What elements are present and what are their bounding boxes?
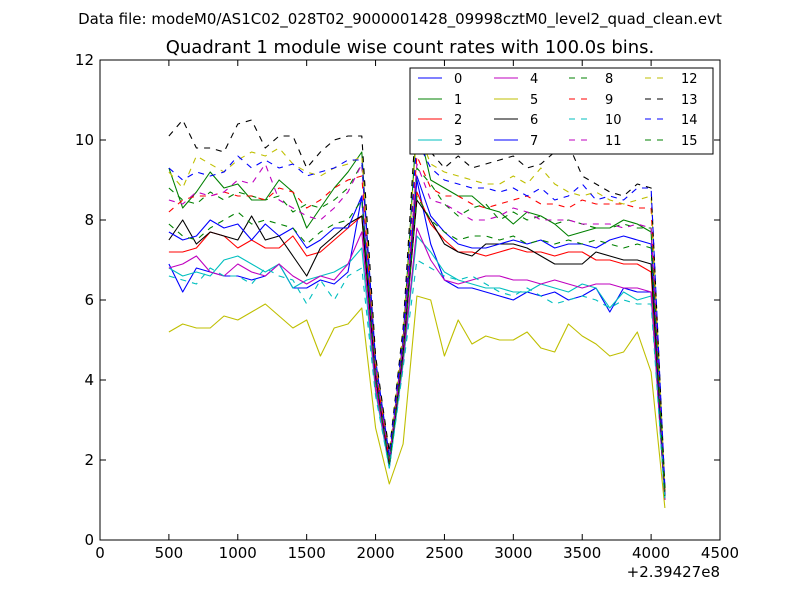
- x-offset-label: +2.39427e8: [627, 563, 720, 581]
- series-line-9: [168, 155, 666, 493]
- legend-label-2: 2: [454, 113, 462, 128]
- x-tick-label: 0: [95, 544, 105, 562]
- x-tick-label: 2500: [425, 544, 463, 562]
- y-tick-label: 2: [84, 451, 94, 469]
- x-tick-label: 4000: [632, 544, 670, 562]
- legend-label-6: 6: [530, 113, 538, 128]
- x-tick-label: 3500: [563, 544, 601, 562]
- series-line-3: [168, 235, 666, 501]
- y-tick-label: 4: [84, 371, 94, 389]
- legend-label-9: 9: [605, 93, 613, 108]
- legend-label-13: 13: [681, 93, 698, 108]
- x-tick-label: 2000: [356, 544, 394, 562]
- legend-label-4: 4: [530, 72, 538, 87]
- x-tick-label: 3000: [494, 544, 532, 562]
- x-tick-label: 1000: [219, 544, 257, 562]
- legend-label-15: 15: [681, 134, 698, 149]
- legend-label-7: 7: [530, 134, 538, 149]
- y-tick-label: 10: [75, 131, 94, 149]
- x-tick-label: 4500: [701, 544, 739, 562]
- series-line-15: [168, 195, 666, 497]
- series-layer: [168, 103, 666, 509]
- series-line-10: [168, 259, 666, 501]
- legend-label-3: 3: [454, 134, 462, 149]
- y-tick-label: 0: [84, 531, 94, 549]
- chart-title: Quadrant 1 module wise count rates with …: [166, 37, 655, 58]
- series-line-11: [168, 163, 666, 493]
- legend-label-0: 0: [454, 72, 462, 87]
- y-tick-label: 12: [75, 51, 94, 69]
- x-tick-label: 500: [155, 544, 184, 562]
- legend-label-5: 5: [530, 93, 538, 108]
- y-tick-label: 8: [84, 211, 94, 229]
- legend-label-12: 12: [681, 72, 698, 87]
- legend-label-1: 1: [454, 93, 462, 108]
- y-tick-label: 6: [84, 291, 94, 309]
- legend-label-8: 8: [605, 72, 613, 87]
- legend-label-14: 14: [681, 113, 698, 128]
- tick-layer: 0 500 1000 1500 2000 2500 3000 3500 4000 4500 0 2 4 6…: [75, 51, 739, 562]
- series-line-12: [168, 127, 666, 489]
- series-line-4: [168, 227, 666, 501]
- legend-label-11: 11: [605, 134, 622, 149]
- legend-label-10: 10: [605, 113, 622, 128]
- figure-suptitle: Data file: modeM0/AS1C02_028T02_90000014…: [78, 10, 722, 29]
- series-line-5: [168, 295, 666, 509]
- x-tick-label: 1500: [288, 544, 326, 562]
